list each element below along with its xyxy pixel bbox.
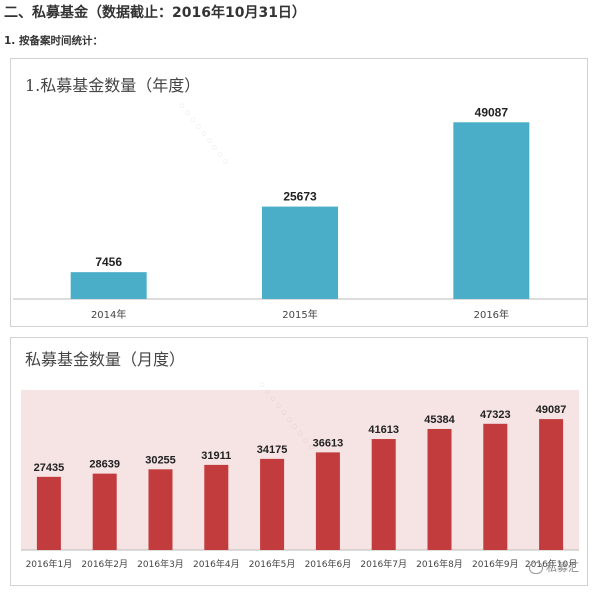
- data-label: 7456: [95, 255, 122, 269]
- bar: [36, 476, 61, 550]
- data-label: 27435: [34, 462, 65, 474]
- bar: [315, 452, 340, 550]
- monthly-bar-chart: 27435 2016年1月 28639 2016年2月 30255 2016年3月 3191…: [21, 390, 579, 570]
- x-tick-label: 2016年3月: [137, 558, 184, 570]
- annual-chart-title: 1.私募基金数量（年度）: [25, 76, 201, 95]
- bar: [483, 423, 508, 550]
- bar: [539, 419, 564, 550]
- data-label: 25673: [283, 190, 317, 204]
- data-label: 47323: [480, 409, 511, 421]
- bar: [70, 272, 147, 299]
- annual-bar-chart: 7456 2014年 25673 2015年 49087 2016年: [13, 105, 587, 321]
- bar: [453, 122, 530, 299]
- data-label: 30255: [145, 454, 176, 466]
- x-tick-label: 2014年: [91, 308, 126, 321]
- x-tick-label: 2016年5月: [249, 558, 296, 570]
- data-label: 49087: [475, 105, 509, 119]
- x-tick-label: 2016年6月: [305, 558, 352, 570]
- monthly-chart-panel: 私募基金数量（月度） 27435 2016年1月 28639 2016年2月 30255…: [10, 337, 588, 586]
- data-label: 28639: [89, 459, 120, 471]
- wechat-icon: [529, 562, 543, 574]
- data-label: 31911: [201, 450, 231, 462]
- x-tick-label: 2015年: [282, 308, 317, 321]
- x-tick-label: 2016年2月: [81, 558, 128, 570]
- data-label: 34175: [257, 444, 288, 456]
- bar: [260, 458, 285, 550]
- x-tick-label: 2016年7月: [360, 558, 407, 570]
- x-tick-label: 2016年4月: [193, 558, 240, 570]
- bar: [92, 473, 117, 550]
- data-label: 41613: [368, 424, 399, 436]
- x-tick-label: 2016年: [474, 308, 509, 321]
- x-tick-label: 2016年9月: [472, 558, 519, 570]
- annual-chart-panel: 1.私募基金数量（年度） 7456 2014年 25673 2015年 49087 201…: [10, 58, 588, 327]
- section-heading: 二、私募基金（数据截止：2016年10月31日）: [4, 5, 306, 21]
- bar: [262, 206, 338, 299]
- data-label: 49087: [536, 404, 567, 416]
- data-label: 36613: [313, 437, 344, 449]
- bar: [427, 428, 452, 550]
- section-subheading: 1. 按备案时间统计：: [4, 35, 103, 47]
- data-label: 45384: [424, 414, 455, 426]
- monthly-chart-title: 私募基金数量（月度）: [25, 350, 186, 369]
- bar: [371, 439, 396, 550]
- x-tick-label: 2016年8月: [416, 558, 463, 570]
- brand-badge: 私募汇: [529, 559, 579, 575]
- x-tick-label: 2016年1月: [26, 558, 73, 570]
- bar: [204, 464, 229, 550]
- bar: [148, 469, 173, 550]
